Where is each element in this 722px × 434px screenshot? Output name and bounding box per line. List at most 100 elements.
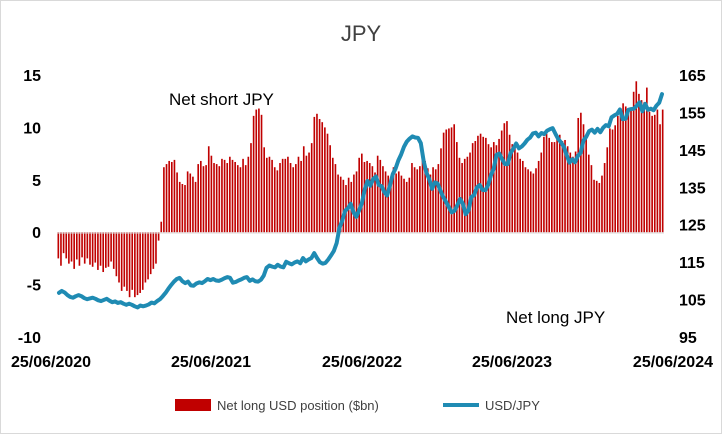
bar [374,172,376,233]
bar [429,174,432,233]
bar [131,232,134,290]
bar [215,164,218,233]
bar [397,171,400,233]
bar [661,109,664,233]
bar [186,171,189,233]
bar [234,161,236,233]
bar [289,163,292,233]
bar [553,142,556,233]
bar [136,232,139,296]
bar [287,156,289,233]
bar [324,127,326,233]
bar [648,111,651,233]
bar [202,166,205,233]
bar [120,232,123,291]
bar [110,232,112,262]
bar [598,182,601,233]
bar [653,114,656,233]
bar [305,155,308,233]
bar [614,125,616,233]
bar [400,175,403,233]
bar [168,160,170,233]
bar [508,134,511,233]
bar [421,158,424,233]
x-tick-label: 25/06/2020 [11,354,91,371]
bar [471,143,474,233]
bar [205,165,207,233]
bar [126,232,128,291]
bar [619,112,622,233]
left-tick-label: -5 [27,278,41,295]
bar [229,156,231,233]
bar [390,177,392,233]
bar [263,147,265,233]
bar [358,157,360,233]
bar [247,156,250,233]
bar [200,160,202,233]
bar [566,146,569,233]
left-tick-label: 15 [23,68,41,85]
bar [181,183,184,233]
bar [419,166,421,233]
bar [89,232,91,265]
bar [532,173,535,233]
bar [403,178,405,233]
bar [176,172,178,233]
bar [535,168,537,233]
bar [160,221,163,233]
bar [218,166,221,233]
bar [297,156,300,233]
bar [62,232,65,254]
bar [178,181,181,233]
bar [651,115,653,233]
bar [569,152,572,233]
bar [492,142,495,233]
bar [329,145,331,233]
bar [426,168,429,233]
bar [207,146,210,233]
bar [57,232,60,259]
bar [281,158,284,233]
bar [331,157,334,233]
bar [302,146,305,233]
bar [152,232,155,269]
bar [91,232,94,267]
bar [556,137,558,233]
bar [580,112,582,233]
left-axis-ticks: -10 -5 0 5 10 15 [18,68,41,347]
bar [590,165,593,233]
bar [134,232,136,298]
bar [279,163,281,233]
annotation-net-long: Net long JPY [506,308,605,327]
bar [310,143,313,233]
bar [514,146,516,233]
bar [97,232,99,270]
bar [99,232,102,266]
usdjpy-line [57,92,664,310]
bar [456,142,458,233]
bar [81,232,83,258]
bar [630,109,632,233]
bar [139,232,141,293]
bar [408,177,411,233]
bar [78,232,81,266]
bar [640,100,643,233]
bar [416,169,419,233]
bar [318,119,321,233]
bar [442,132,445,233]
legend-label-line: USD/JPY [485,398,540,413]
bar [540,152,543,233]
x-axis-ticks: 25/06/2020 25/06/2021 25/06/2022 25/06/2023… [11,354,713,371]
left-tick-label: 0 [32,225,41,242]
right-tick-label: 115 [679,255,705,272]
bar [490,147,492,233]
bar [635,81,638,233]
bar [75,232,78,260]
right-tick-label: 95 [679,330,697,347]
bar [606,147,609,233]
bar [511,144,514,233]
bar [115,232,118,277]
line-series [57,92,664,310]
bar-series [57,81,664,298]
